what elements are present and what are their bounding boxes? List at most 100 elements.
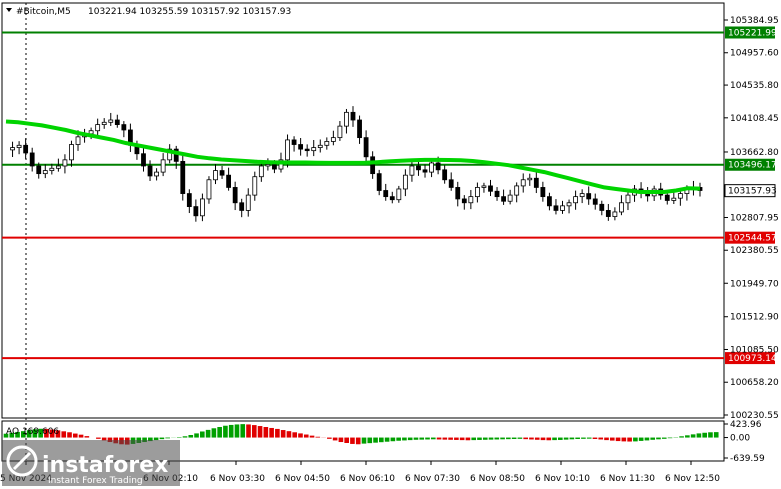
candle-body (435, 162, 441, 171)
instaforex-logo-icon (6, 445, 38, 477)
candle-body (422, 169, 428, 173)
candle-body (664, 194, 670, 201)
price-tick-label: 104535.80 (730, 81, 779, 91)
main-plot-border (1, 2, 725, 419)
candle-body (23, 144, 29, 154)
candle-body (468, 196, 474, 204)
candle-body (344, 111, 349, 127)
candle-body (141, 153, 146, 167)
candle-body (317, 144, 323, 148)
price-tick-label: 101512.90 (730, 313, 779, 323)
level-label: 102544.57 (728, 234, 777, 244)
candle-body (416, 165, 421, 171)
candle-body (547, 196, 552, 207)
candle-body (520, 179, 526, 187)
candle-body (579, 193, 585, 198)
candle-body (586, 193, 592, 200)
candle-body (507, 194, 513, 202)
price-tick-label: 105384.95 (730, 16, 779, 26)
candle-body (55, 165, 61, 169)
time-tick-label: 6 Nov 04:50 (275, 474, 330, 484)
price-tick-label: 102807.95 (730, 213, 779, 223)
watermark-brand: instaforex (42, 453, 168, 478)
ao-title: AO 169.606 (6, 427, 59, 437)
main-chart-frame (1, 2, 725, 462)
time-tick-label: 6 Nov 03:30 (210, 474, 265, 484)
candle-body (370, 156, 376, 175)
level-label: 103496.17 (728, 161, 777, 171)
candle-body (291, 139, 297, 145)
level-tag (725, 352, 775, 365)
price-tick-label: 104957.60 (730, 49, 779, 59)
time-tick-label: 6 Nov 10:10 (535, 474, 590, 484)
candle-body (461, 198, 467, 204)
price-tick-label: 104108.45 (730, 114, 779, 124)
candle-body (121, 124, 127, 131)
candle-body (560, 205, 565, 211)
level-label: 105221.99 (728, 28, 777, 38)
candle-body (625, 194, 631, 204)
candle-body (272, 164, 277, 170)
candle-body (219, 170, 225, 176)
candle-body (553, 205, 559, 211)
level-tag (725, 231, 775, 244)
candle-body (95, 124, 101, 132)
candle-body (193, 206, 199, 217)
candle-body (448, 179, 454, 188)
candle-body (324, 141, 330, 146)
candle-body (69, 144, 74, 161)
candle-body (10, 147, 15, 151)
candle-body (173, 148, 179, 162)
candle-body (409, 165, 415, 176)
time-tick-label: 6 Nov 12:50 (665, 474, 720, 484)
current-price-tag (724, 184, 776, 198)
candle-body (304, 148, 310, 152)
candle-body (474, 187, 480, 198)
candle-body (383, 190, 389, 198)
moving-average-line (5, 119, 701, 194)
candle-body (677, 193, 683, 199)
ao-tick-label: 0.00 (730, 434, 750, 444)
candle-body (226, 174, 232, 188)
candle-body (527, 177, 533, 181)
time-tick-label: 6 Nov 06:10 (340, 474, 395, 484)
candle-body (108, 119, 114, 123)
candle-body (671, 197, 677, 201)
current-price-label: 103157.93 (728, 187, 777, 197)
symbol-label: #Bitcoin,M5 (16, 7, 71, 17)
candle-body (605, 210, 611, 217)
level-label: 100973.14 (728, 354, 777, 364)
watermark-tagline: Instant Forex Trading (48, 476, 143, 486)
candle-body (488, 185, 493, 192)
ao-tick-label: 423.96 (730, 420, 762, 430)
candle-body (357, 119, 362, 139)
candle-body (252, 176, 258, 196)
candle-body (389, 196, 395, 201)
candle-body (154, 171, 159, 177)
candle-body (363, 137, 369, 158)
candle-body (481, 185, 487, 188)
candle-body (298, 144, 304, 150)
candle-body (337, 125, 343, 139)
candle-body (114, 119, 120, 126)
candle-body (232, 187, 238, 204)
price-tick-label: 100658.20 (730, 378, 779, 388)
candle-body (101, 121, 107, 126)
candle-body (258, 165, 264, 178)
candle-body (566, 202, 572, 207)
candle-body (592, 198, 598, 205)
ao-tick-label: -639.59 (730, 454, 765, 464)
candle-body (311, 147, 317, 152)
dropdown-triangle-icon[interactable] (6, 8, 12, 12)
candle-body (147, 165, 153, 177)
candle-body (49, 167, 55, 171)
time-tick-label: 6 Nov 11:30 (600, 474, 655, 484)
price-tick-label: 100230.55 (730, 411, 779, 421)
candle-body (429, 162, 434, 173)
price-tick-label: 101085.50 (730, 345, 779, 355)
ohlc-values: 103221.94 103255.59 103157.92 103157.93 (88, 7, 291, 17)
candle-body (167, 148, 173, 161)
price-tick-label: 101949.70 (730, 279, 779, 289)
